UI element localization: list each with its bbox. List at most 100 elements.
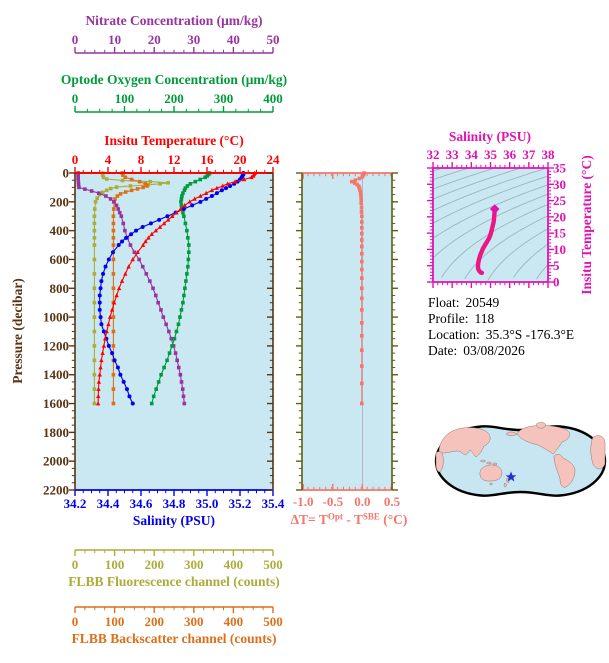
data-point <box>104 194 108 198</box>
data-point <box>174 329 179 334</box>
data-point <box>99 357 104 363</box>
data-point <box>161 315 166 319</box>
tick-label: 50 <box>267 32 280 47</box>
data-point <box>175 358 179 363</box>
map-land-south-america <box>553 454 576 488</box>
data-point <box>98 286 103 291</box>
data-point <box>223 186 228 191</box>
data-point <box>157 217 162 222</box>
data-point <box>352 181 357 185</box>
data-point <box>101 329 106 334</box>
tick-label: 34 <box>465 147 479 162</box>
tick-label: 300 <box>184 557 204 572</box>
tick-label: 1000 <box>43 310 69 325</box>
data-point <box>97 372 102 377</box>
data-point <box>179 380 184 384</box>
tick-label: 32 <box>427 147 440 162</box>
data-point <box>114 203 119 208</box>
data-point <box>358 188 362 193</box>
tick-label: 2000 <box>43 454 69 469</box>
data-point <box>110 351 115 356</box>
data-point <box>360 267 364 272</box>
data-point <box>141 185 145 190</box>
tick-label: 0 <box>72 32 79 47</box>
salinity-axis-title: Salinity (PSU) <box>133 513 215 528</box>
float-id-line: Float: 20549 <box>428 295 500 310</box>
data-point <box>111 228 116 233</box>
tick-label: 0 <box>72 91 79 106</box>
data-point <box>92 272 97 276</box>
data-point <box>124 387 129 392</box>
data-point <box>111 214 116 219</box>
data-point <box>92 221 97 226</box>
tick-label: 1200 <box>43 338 69 353</box>
delta-plot-background <box>302 173 392 490</box>
data-point <box>179 308 184 312</box>
float-position-marker <box>505 471 517 482</box>
map-land-africa-left <box>435 451 444 473</box>
data-point <box>96 386 101 391</box>
tick-label: 10 <box>108 32 121 47</box>
data-point <box>186 257 191 262</box>
tick-label: 1400 <box>43 367 69 382</box>
data-point <box>176 322 181 327</box>
map-land-indonesia <box>492 462 498 466</box>
data-point <box>181 207 186 212</box>
data-point <box>167 329 171 334</box>
data-point <box>111 387 116 391</box>
data-point <box>360 251 364 256</box>
data-point <box>353 178 358 183</box>
data-point <box>360 381 364 386</box>
data-point <box>203 175 207 180</box>
data-point <box>110 250 115 255</box>
tick-label: 4 <box>105 152 112 167</box>
data-point <box>176 365 181 370</box>
data-point <box>209 187 215 193</box>
data-point <box>96 379 102 384</box>
data-point <box>100 190 105 195</box>
data-point <box>123 175 128 180</box>
data-point <box>112 358 117 363</box>
data-point <box>100 173 105 177</box>
tick-label: 400 <box>224 614 244 629</box>
data-point <box>360 238 364 242</box>
data-point <box>111 372 116 377</box>
data-point <box>101 175 106 180</box>
data-point <box>92 344 97 348</box>
data-point <box>170 344 174 348</box>
delta-t-plot: -1.0 -0.5 0.0 0.5 <box>293 171 401 509</box>
ts-salinity-axis-title: Salinity (PSU) <box>449 129 531 144</box>
data-point <box>182 401 187 406</box>
data-point <box>100 350 105 355</box>
temperature-axis-title: Insitu Temperature (°C) <box>104 133 243 148</box>
tick-label: 34.4 <box>97 496 120 511</box>
data-point <box>170 213 175 219</box>
data-point <box>181 210 185 215</box>
isopycnal-contour <box>432 193 549 259</box>
data-point <box>360 214 364 219</box>
map-land <box>435 422 606 488</box>
data-point <box>183 286 187 291</box>
tick-label: 35 <box>553 161 567 176</box>
data-point <box>359 205 364 210</box>
data-point <box>111 286 116 291</box>
data-point <box>143 182 148 186</box>
tick-label: 300 <box>214 91 234 106</box>
data-point <box>121 379 126 384</box>
tick-label: 20 <box>234 152 247 167</box>
tick-label: 100 <box>105 557 125 572</box>
data-point <box>140 225 145 230</box>
map-land-indonesia <box>486 461 492 465</box>
data-point <box>188 182 193 186</box>
data-point <box>193 179 198 184</box>
tick-label: 500 <box>263 557 283 572</box>
data-point <box>360 401 364 406</box>
data-point <box>96 393 101 399</box>
data-point <box>149 231 154 237</box>
data-point <box>158 182 162 186</box>
tick-label: 0 <box>72 152 79 167</box>
data-point <box>97 307 102 312</box>
nitrate-concentration-axis: 0 10 20 30 40 50 <box>72 32 280 54</box>
data-point <box>360 334 364 338</box>
